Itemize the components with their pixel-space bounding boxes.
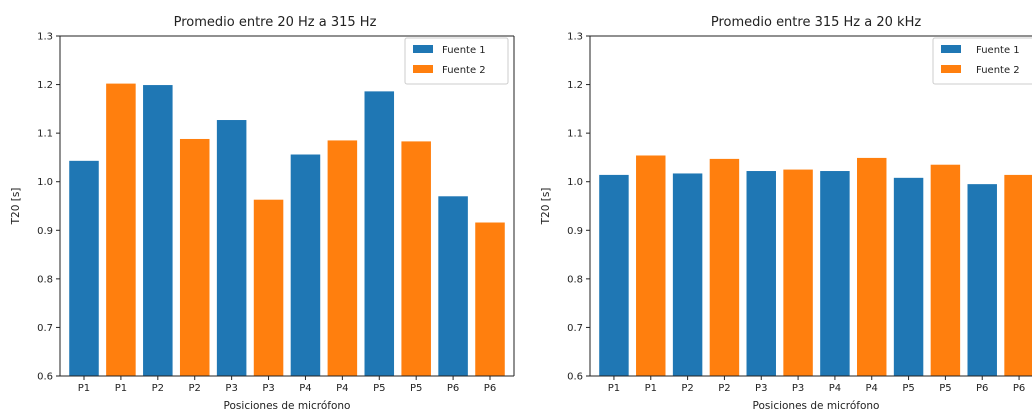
x-tick-label: P1 [115, 383, 127, 394]
x-tick-label: P3 [262, 383, 274, 394]
legend-label-fuente-2: Fuente 2 [442, 65, 486, 76]
legend-swatch-fuente-2 [941, 65, 961, 73]
legend-swatch-fuente-1 [413, 45, 433, 53]
bar-p2-fuente-2 [179, 138, 210, 376]
y-tick-label: 0.8 [37, 274, 53, 285]
bar-p4-fuente-1 [820, 171, 850, 376]
bar-p5-fuente-1 [893, 177, 924, 376]
x-tick-label: P6 [976, 383, 988, 394]
bar-p6-fuente-2 [1004, 174, 1032, 376]
y-tick-label: 0.7 [567, 323, 583, 334]
bar-p1-fuente-1 [599, 174, 629, 376]
plot-area: P1 P1 P2 P2 P3 P3 P4 P4 P5 P5 P6 P6 0.6 0.7 0.8 0.9 1.0 1… [567, 32, 1032, 394]
legend-swatch-fuente-2 [413, 65, 433, 73]
y-tick-label: 0.6 [567, 372, 583, 383]
x-tick-label: P4 [829, 383, 841, 394]
x-tick-label: P2 [718, 383, 730, 394]
y-tick-label: 1.0 [37, 177, 53, 188]
chart-right: Promedio entre 315 Hz a 20 kHz Posicione… [540, 15, 1032, 409]
bar-p2-fuente-2 [709, 158, 740, 376]
bar-p4-fuente-2 [857, 157, 887, 376]
bar-p1-fuente-2 [636, 155, 666, 376]
bar-p3-fuente-2 [783, 169, 813, 376]
plot-area: P1 P1 P2 P2 P3 P3 P4 P4 P5 P5 P6 P6 0.6 0.7 0.8 0.9 1.0 1… [37, 32, 515, 394]
x-tick-label: P5 [939, 383, 951, 394]
x-tick-label: P1 [608, 383, 620, 394]
bar-p2-fuente-1 [143, 85, 173, 376]
bar-p1-fuente-2 [106, 83, 136, 376]
y-axis-label: T20 [s] [540, 188, 552, 226]
x-tick-label: P2 [152, 383, 164, 394]
bar-p6-fuente-1 [438, 196, 468, 376]
y-tick-label: 0.9 [37, 226, 53, 237]
y-tick-label: 0.7 [37, 323, 53, 334]
bar-p5-fuente-2 [401, 141, 431, 376]
x-axis-label: Posiciones de micrófono [753, 400, 880, 409]
y-tick-label: 1.0 [567, 177, 583, 188]
legend-label-fuente-2: Fuente 2 [976, 65, 1020, 76]
x-axis-label: Posiciones de micrófono [224, 400, 351, 409]
x-tick-label: P4 [866, 383, 878, 394]
bar-p6-fuente-2 [475, 222, 505, 376]
y-tick-label: 1.3 [37, 32, 53, 43]
x-tick-label: P2 [681, 383, 693, 394]
x-tick-label: P3 [792, 383, 804, 394]
bar-p2-fuente-1 [672, 173, 703, 376]
chart-title: Promedio entre 20 Hz a 315 Hz [174, 15, 377, 30]
y-tick-label: 0.6 [37, 372, 53, 383]
bar-p4-fuente-2 [327, 140, 358, 376]
bar-p4-fuente-1 [290, 154, 321, 376]
legend-swatch-fuente-1 [941, 45, 961, 53]
bar-p3-fuente-1 [746, 171, 776, 376]
x-tick-label: P2 [189, 383, 201, 394]
y-axis-label: T20 [s] [10, 188, 22, 226]
legend-label-fuente-1: Fuente 1 [442, 45, 486, 56]
x-tick-label: P3 [755, 383, 767, 394]
bar-p3-fuente-2 [253, 199, 284, 376]
bar-p5-fuente-1 [364, 91, 395, 377]
y-tick-label: 0.9 [567, 226, 583, 237]
x-tick-label: P3 [225, 383, 237, 394]
y-tick-label: 1.3 [567, 32, 583, 43]
bar-p3-fuente-1 [216, 120, 247, 376]
y-tick-label: 1.1 [567, 129, 583, 140]
legend: Fuente 1 Fuente 2 [404, 37, 509, 85]
legend: Fuente 1 Fuente 2 [932, 37, 1032, 85]
x-tick-label: P6 [447, 383, 459, 394]
x-tick-label: P4 [299, 383, 311, 394]
y-tick-label: 1.2 [567, 80, 583, 91]
x-tick-label: P5 [373, 383, 385, 394]
chart-left: Promedio entre 20 Hz a 315 Hz Posiciones… [10, 15, 515, 409]
y-tick-label: 1.1 [37, 129, 53, 140]
bar-p6-fuente-1 [967, 184, 997, 376]
bar-p1-fuente-1 [69, 160, 99, 376]
y-tick-label: 0.8 [567, 274, 583, 285]
x-tick-label: P4 [336, 383, 348, 394]
x-tick-label: P5 [410, 383, 422, 394]
legend-label-fuente-1: Fuente 1 [976, 45, 1020, 56]
x-tick-label: P6 [1013, 383, 1025, 394]
x-tick-label: P1 [645, 383, 657, 394]
x-tick-label: P5 [902, 383, 914, 394]
y-tick-label: 1.2 [37, 80, 53, 91]
chart-title: Promedio entre 315 Hz a 20 kHz [711, 15, 922, 30]
bar-p5-fuente-2 [930, 164, 961, 376]
x-tick-label: P1 [78, 383, 90, 394]
x-tick-label: P6 [484, 383, 496, 394]
